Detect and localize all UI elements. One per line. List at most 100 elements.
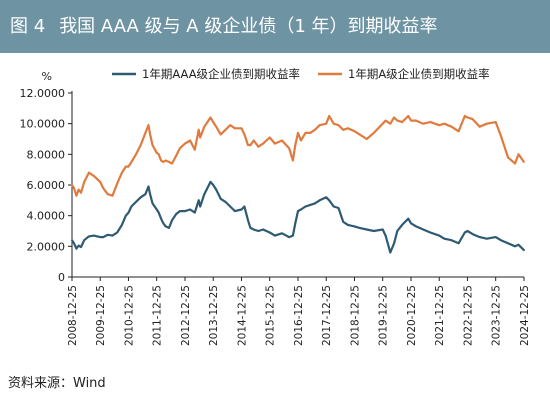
x-tick-label: 2010-12-25 [123,285,135,346]
data-point [116,231,119,234]
data-point [229,205,232,208]
y-axis-unit-label: % [42,70,52,83]
data-point [106,233,109,236]
x-tick-label: 2013-12-25 [208,285,220,346]
data-point [292,234,294,237]
data-point [249,144,252,146]
data-point [240,208,243,211]
data-point [199,205,202,208]
data-point [127,165,130,168]
data-point [485,237,488,240]
data-point [75,194,78,197]
data-point [384,119,387,122]
data-point [396,119,399,122]
data-point [389,251,392,254]
data-point [102,187,105,190]
data-point [130,161,133,163]
data-point [300,139,302,142]
x-tick-label: 2023-12-25 [491,285,503,346]
series-line-0 [71,180,525,254]
x-tick-label: 2009-12-25 [95,285,107,346]
data-point [410,119,412,122]
legend-label-1: 1年期A级企业债到期收益率 [348,67,490,81]
data-point [309,132,312,134]
data-point [318,199,321,202]
chart-axes: 0 2.0000 4.0000 6.0000 8.0000 10.0000 12.0000 2… [20,87,532,346]
data-point [401,224,403,226]
data-point [151,144,154,146]
data-point [193,148,196,151]
data-point [197,128,200,131]
data-point [353,225,356,228]
data-point [147,185,150,188]
data-point [234,210,236,213]
data-point [292,159,294,162]
data-point [372,132,375,134]
data-point [365,138,368,140]
data-point [288,236,290,239]
data-point [358,133,361,136]
data-point [393,242,395,245]
data-point [494,236,497,239]
source-note: 资料来源：Wind [8,376,106,391]
figure-label: 图 4 [10,16,46,37]
x-tick-label: 2022-12-25 [462,285,474,346]
data-point [347,127,349,130]
data-point [193,211,196,214]
data-point [407,115,410,117]
x-tick-label: 2020-12-25 [406,285,418,346]
data-point [463,231,466,234]
data-point [162,161,165,163]
data-point [389,122,392,125]
data-point [262,142,264,145]
y-tick-label: 8.0000 [27,148,66,161]
x-tick-label: 2016-12-25 [293,285,305,346]
data-point [318,124,321,127]
data-point [162,222,165,225]
data-point [252,139,255,142]
data-point [332,205,335,208]
data-point [144,193,147,196]
data-point [471,233,474,236]
data-point [443,237,446,240]
figure-title: 我国 AAA 级与 A 级企业债（1 年）到期收益率 [59,16,438,37]
data-point [127,211,130,214]
x-tick-label: 2017-12-25 [321,285,333,346]
data-point [77,188,80,191]
data-point [457,242,460,245]
data-point [410,222,412,225]
data-point [517,153,520,156]
data-point [171,219,173,222]
data-point [215,125,218,128]
data-point [243,133,246,136]
data-point [429,231,432,234]
data-point [314,128,316,131]
data-point [457,130,460,133]
data-point [73,242,75,245]
data-point [102,236,105,239]
data-point [234,127,236,130]
plot-area [71,114,525,254]
data-point [92,234,95,237]
data-point [514,162,516,165]
y-tick-label: 6.0000 [27,179,66,192]
data-point [450,239,453,242]
data-point [189,208,192,211]
data-point [247,144,249,146]
data-point [157,153,160,156]
data-point [92,174,95,177]
data-point [155,151,158,154]
data-point [288,147,290,150]
data-point [243,205,246,208]
data-point [438,124,441,127]
data-point [353,130,356,133]
y-tick-label: 2.0000 [27,240,66,253]
data-point [396,230,399,232]
data-point [401,121,403,123]
data-point [212,184,215,186]
data-point [347,224,349,226]
data-point [240,127,243,130]
x-tick-label: 2008-12-25 [67,285,79,346]
data-point [160,217,163,220]
data-point [297,132,299,134]
